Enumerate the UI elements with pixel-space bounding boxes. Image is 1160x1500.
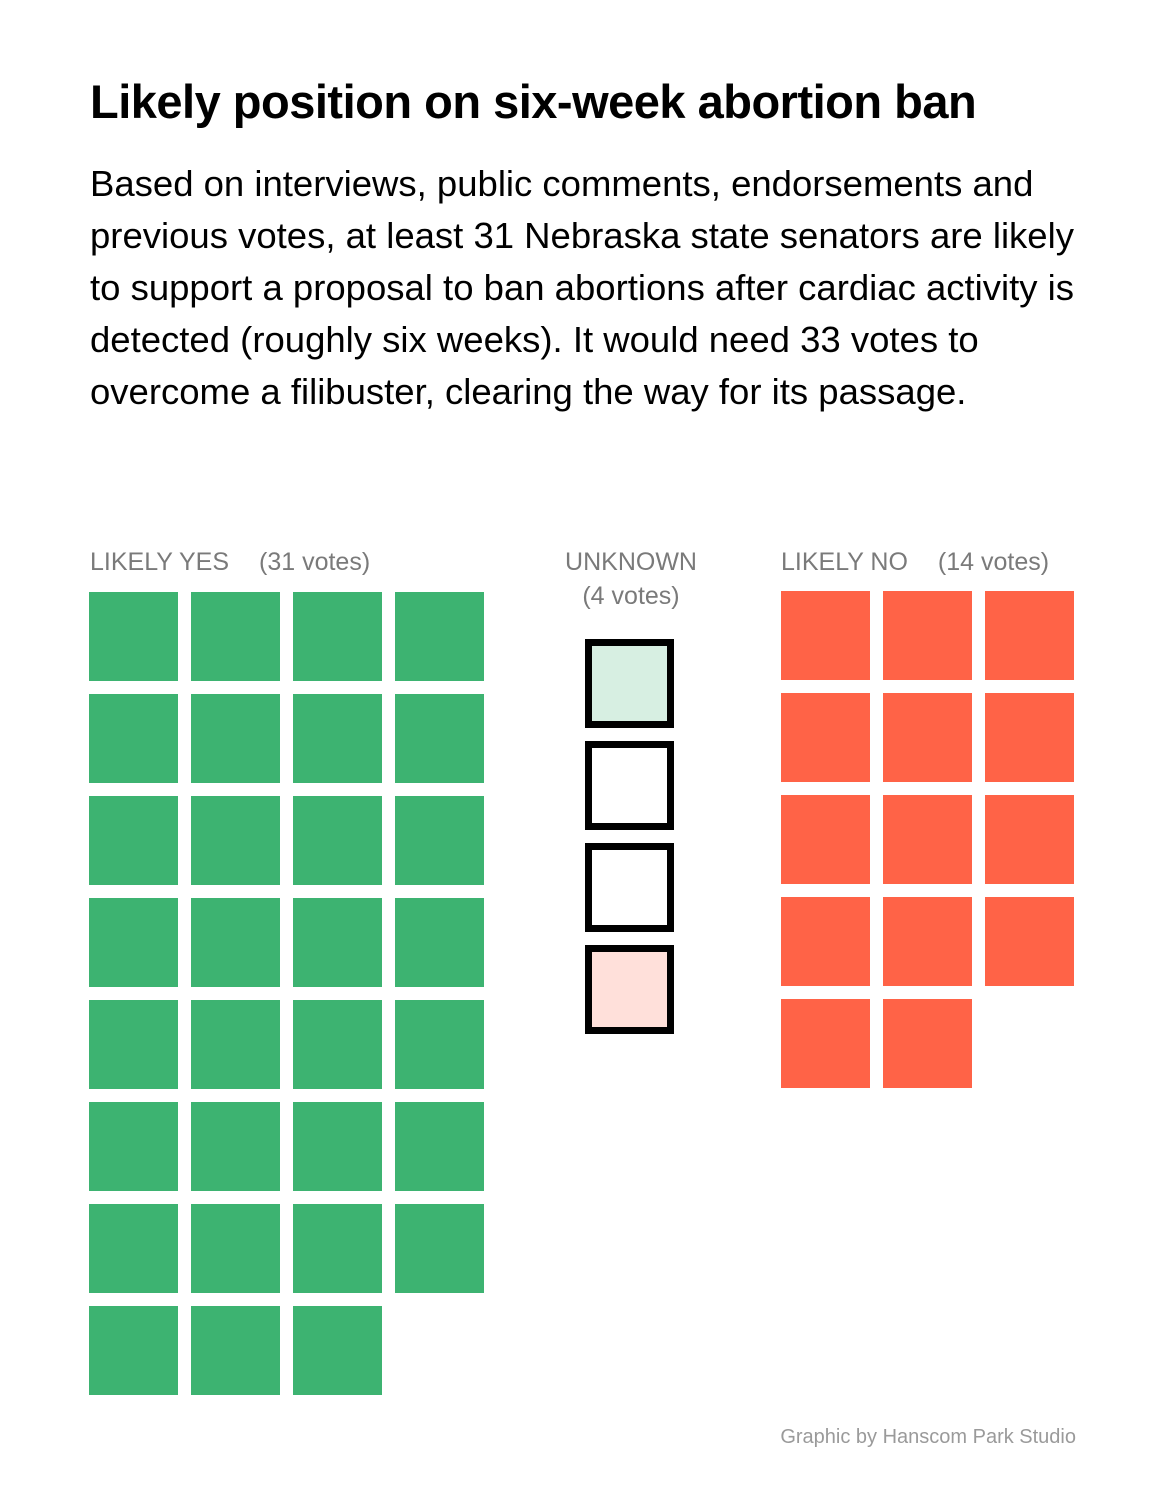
yes-vote-square	[395, 1204, 484, 1293]
yes-vote-square	[89, 694, 178, 783]
no-vote-square	[781, 999, 870, 1088]
likely-yes-label: LIKELY YES (31 votes)	[90, 545, 370, 579]
unknown-name: UNKNOWN	[565, 548, 697, 576]
yes-vote-square	[89, 1102, 178, 1191]
yes-vote-square	[293, 694, 382, 783]
yes-vote-square	[293, 1204, 382, 1293]
yes-vote-square	[293, 1306, 382, 1395]
yes-vote-square	[89, 796, 178, 885]
yes-vote-square	[89, 898, 178, 987]
yes-vote-square	[191, 796, 280, 885]
likely-no-name: LIKELY NO	[781, 548, 908, 576]
yes-vote-square	[395, 1102, 484, 1191]
yes-vote-square	[191, 694, 280, 783]
unknown-vote-square	[585, 741, 674, 830]
yes-vote-square	[395, 694, 484, 783]
likely-no-label: LIKELY NO (14 votes)	[781, 545, 1049, 579]
chart-title: Likely position on six-week abortion ban	[90, 75, 977, 128]
yes-vote-square	[395, 1000, 484, 1089]
no-vote-square	[883, 795, 972, 884]
no-vote-square	[781, 897, 870, 986]
no-vote-square	[985, 591, 1074, 680]
yes-vote-square	[293, 1102, 382, 1191]
no-vote-square	[985, 897, 1074, 986]
yes-vote-square	[395, 592, 484, 681]
yes-vote-square	[89, 1306, 178, 1395]
no-vote-square	[781, 795, 870, 884]
no-vote-square	[883, 591, 972, 680]
yes-vote-square	[89, 592, 178, 681]
likely-yes-count: (31 votes)	[259, 548, 371, 576]
no-vote-square	[985, 693, 1074, 782]
yes-vote-square	[191, 1204, 280, 1293]
chart-subtitle: Based on interviews, public comments, en…	[90, 163, 1075, 412]
likely-no-count: (14 votes)	[937, 548, 1050, 576]
yes-vote-square	[191, 1306, 280, 1395]
likely-yes-name: LIKELY YES	[90, 548, 229, 576]
yes-vote-square	[89, 1204, 178, 1293]
unknown-vote-square	[585, 945, 674, 1034]
yes-vote-square	[293, 898, 382, 987]
unknown-vote-square	[585, 639, 674, 728]
no-vote-square	[781, 591, 870, 680]
yes-vote-square	[191, 898, 280, 987]
yes-vote-square	[293, 1000, 382, 1089]
no-vote-square	[781, 693, 870, 782]
credit-line: Graphic by Hanscom Park Studio	[780, 1426, 1076, 1448]
yes-vote-square	[293, 592, 382, 681]
yes-vote-square	[395, 796, 484, 885]
yes-vote-square	[293, 796, 382, 885]
unknown-label: UNKNOWN (4 votes)	[531, 545, 731, 613]
yes-vote-square	[191, 1000, 280, 1089]
no-vote-square	[883, 693, 972, 782]
yes-vote-square	[191, 592, 280, 681]
yes-vote-square	[89, 1000, 178, 1089]
unknown-count: (4 votes)	[582, 582, 680, 610]
yes-vote-square	[395, 898, 484, 987]
likely-yes-waffle	[89, 592, 484, 1395]
no-vote-square	[883, 897, 972, 986]
unknown-waffle	[585, 639, 674, 1034]
unknown-vote-square	[585, 843, 674, 932]
yes-vote-square	[191, 1102, 280, 1191]
no-vote-square	[985, 795, 1074, 884]
no-vote-square	[883, 999, 972, 1088]
likely-no-waffle	[781, 591, 1074, 1088]
